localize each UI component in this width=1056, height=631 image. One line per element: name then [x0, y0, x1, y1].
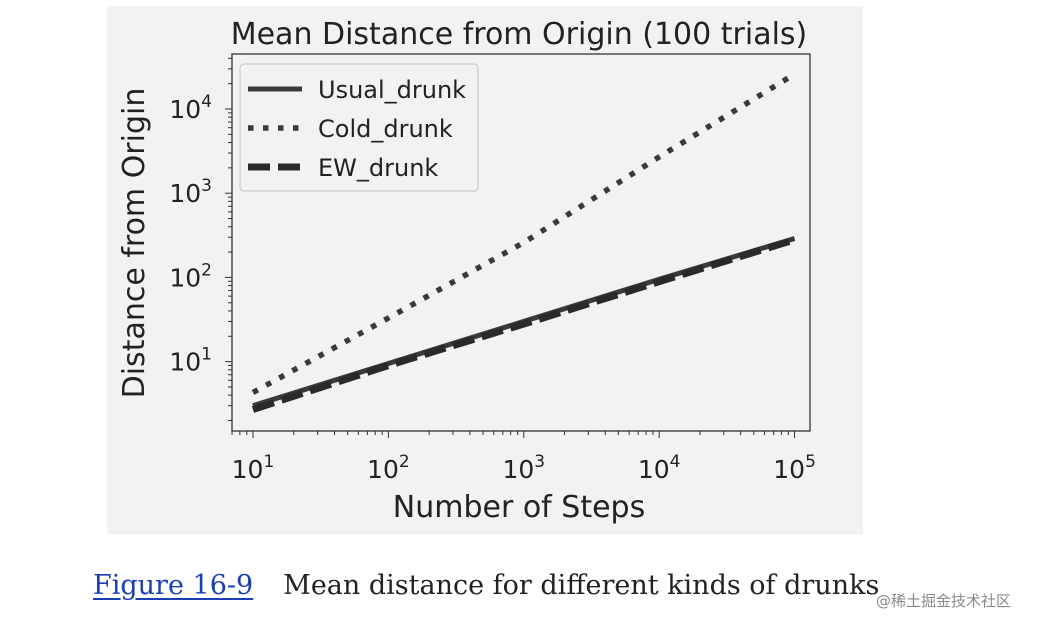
y-axis-ticks: 101 102 103 104	[169, 57, 232, 421]
series-line	[251, 236, 796, 413]
figure-link[interactable]: Figure 16-9	[93, 570, 254, 601]
y-tick-label: 103	[169, 176, 212, 208]
caption-text: Mean distance for different kinds of dru…	[283, 570, 880, 601]
y-tick-label: 102	[169, 260, 212, 292]
x-tick-label: 105	[773, 452, 816, 484]
y-axis-label: Distance from Origin	[117, 88, 152, 399]
legend: Usual_drunk Cold_drunk EW_drunk	[239, 63, 479, 192]
legend-label: Usual_drunk	[318, 76, 466, 104]
legend-box	[239, 63, 479, 192]
legend-label: Cold_drunk	[318, 115, 453, 143]
x-tick-label: 104	[638, 452, 681, 484]
x-axis-label: Number of Steps	[393, 490, 645, 525]
chart: Mean Distance from Origin (100 trials) 1…	[117, 17, 816, 525]
y-tick-label: 101	[169, 345, 212, 377]
series-layer	[251, 71, 797, 413]
x-axis-ticks: 101 102 103 104 105	[231, 431, 816, 484]
y-tick-label: 104	[169, 92, 212, 124]
chart-title: Mean Distance from Origin (100 trials)	[231, 17, 808, 52]
legend-label: EW_drunk	[318, 154, 438, 182]
x-tick-label: 101	[232, 452, 275, 484]
x-tick-label: 103	[502, 452, 545, 484]
watermark: @稀土掘金技术社区	[876, 592, 1012, 610]
x-tick-label: 102	[367, 452, 410, 484]
figure-caption: Figure 16-9 Mean distance for different k…	[93, 570, 879, 601]
